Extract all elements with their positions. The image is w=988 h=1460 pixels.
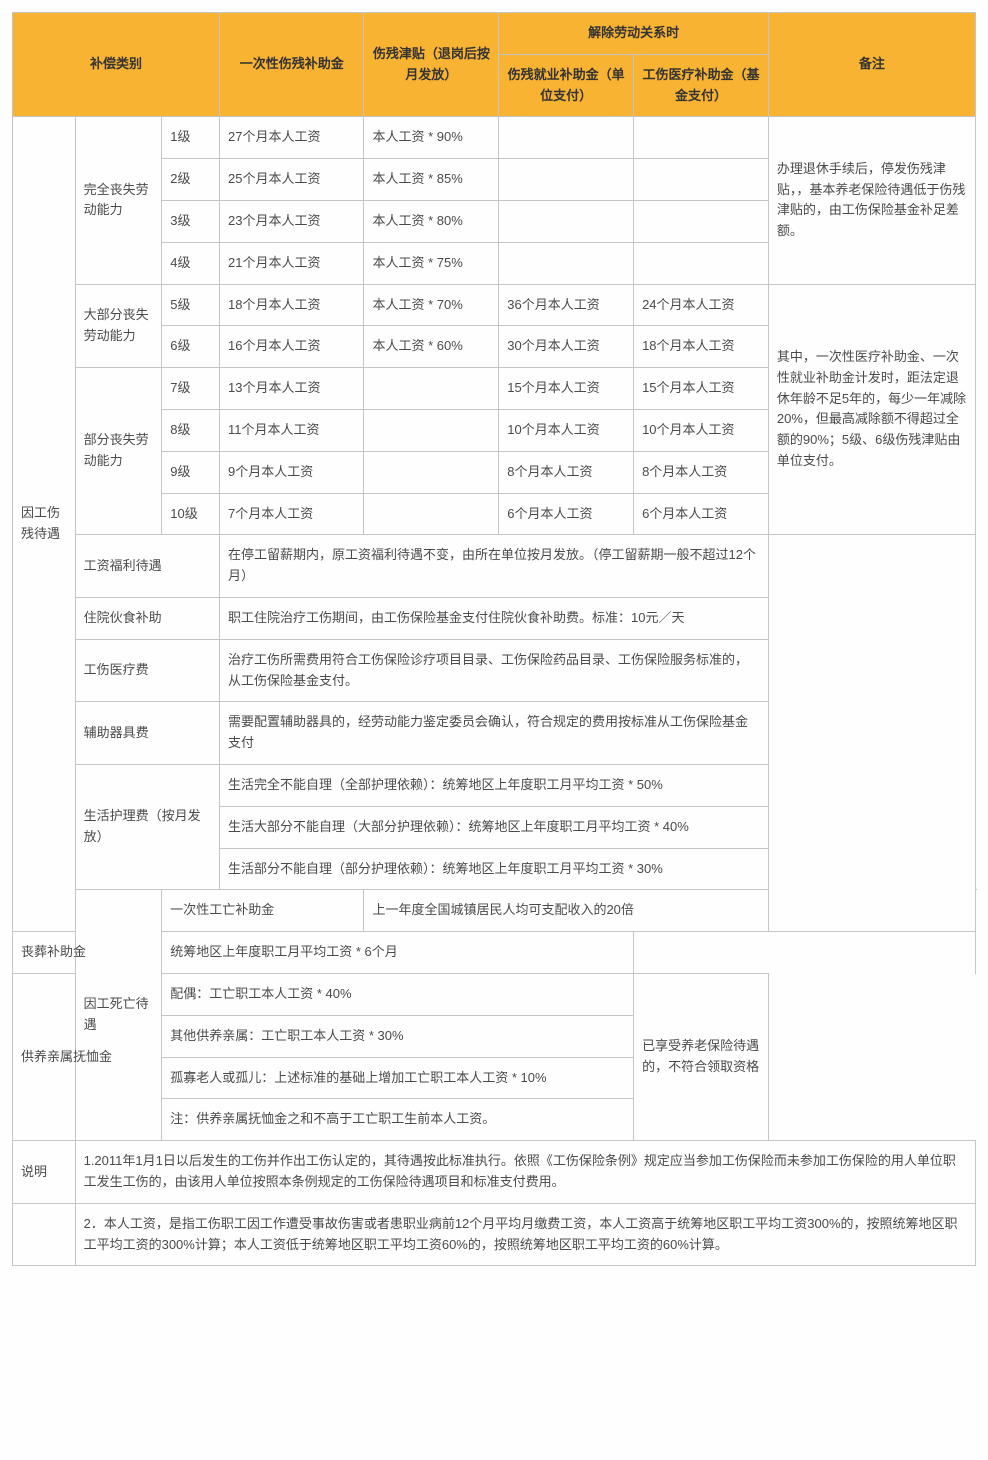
allow-1: 本人工资 * 90% [364, 117, 499, 159]
emp-6: 30个月本人工资 [499, 326, 634, 368]
level-1: 1级 [162, 117, 220, 159]
notes-label: 说明 [13, 1141, 76, 1204]
allow-5: 本人工资 * 70% [364, 284, 499, 326]
row-medical-fee-label: 工伤医疗费 [75, 639, 219, 702]
lump-2: 25个月本人工资 [220, 159, 364, 201]
table-row: 因工伤残待遇 完全丧失劳动能力 1级 27个月本人工资 本人工资 * 90% 办… [13, 117, 976, 159]
row-nursing-label: 生活护理费（按月发放） [75, 764, 219, 889]
emp-7: 15个月本人工资 [499, 368, 634, 410]
compensation-table: 补偿类别 一次性伤残补助金 伤残津贴（退岗后按月发放） 解除劳动关系时 备注 伤… [12, 12, 976, 1266]
cat-full-loss: 完全丧失劳动能力 [75, 117, 162, 284]
med-7: 15个月本人工资 [634, 368, 769, 410]
cat-partial-loss: 部分丧失劳动能力 [75, 368, 162, 535]
level-6: 6级 [162, 326, 220, 368]
row-hospital-food-label: 住院伙食补助 [75, 597, 219, 639]
level-3: 3级 [162, 200, 220, 242]
table-row: 供养亲属抚恤金 配偶：工亡职工本人工资 * 40% 已享受养老保险待遇的，不符合… [13, 973, 976, 1015]
emp-8: 10个月本人工资 [499, 409, 634, 451]
row-assist-device-label: 辅助器具费 [75, 702, 219, 765]
allow-6: 本人工资 * 60% [364, 326, 499, 368]
level-4: 4级 [162, 242, 220, 284]
level-8: 8级 [162, 409, 220, 451]
death-lump-label: 一次性工亡补助金 [162, 890, 364, 932]
level-5: 5级 [162, 284, 220, 326]
header-emp-subsidy: 伤残就业补助金（单位支付） [499, 54, 634, 117]
level-7: 7级 [162, 368, 220, 410]
med-6: 18个月本人工资 [634, 326, 769, 368]
lump-6: 16个月本人工资 [220, 326, 364, 368]
header-category: 补偿类别 [13, 13, 220, 117]
allow-4: 本人工资 * 75% [364, 242, 499, 284]
emp-5: 36个月本人工资 [499, 284, 634, 326]
med-10: 6个月本人工资 [634, 493, 769, 535]
row-medical-fee-text: 治疗工伤所需费用符合工伤保险诊疗项目目录、工伤保险药品目录、工伤保险服务标准的，… [220, 639, 769, 702]
lump-3: 23个月本人工资 [220, 200, 364, 242]
header-monthly-allowance: 伤残津贴（退岗后按月发放） [364, 13, 499, 117]
table-row: 工资福利待遇 在停工留薪期内，原工资福利待遇不变，由所在单位按月发放。（停工留薪… [13, 535, 976, 598]
row-nursing-b: 生活大部分不能自理（大部分护理依赖）：统筹地区上年度职工月平均工资 * 40% [220, 806, 769, 848]
table-row: 丧葬补助金 统筹地区上年度职工月平均工资 * 6个月 [13, 932, 976, 974]
row-salary-welfare-text: 在停工留薪期内，原工资福利待遇不变，由所在单位按月发放。（停工留薪期一般不超过1… [220, 535, 769, 598]
header-termination: 解除劳动关系时 [499, 13, 769, 55]
death-pension-d: 注：供养亲属抚恤金之和不高于工亡职工生前本人工资。 [162, 1099, 634, 1141]
section-disability: 因工伤残待遇 [13, 117, 76, 932]
death-lump-text: 上一年度全国城镇居民人均可支配收入的20倍 [364, 890, 975, 932]
row-nursing-a: 生活完全不能自理（全部护理依赖）：统筹地区上年度职工月平均工资 * 50% [220, 764, 769, 806]
level-9: 9级 [162, 451, 220, 493]
emp-10: 6个月本人工资 [499, 493, 634, 535]
lump-7: 13个月本人工资 [220, 368, 364, 410]
med-9: 8个月本人工资 [634, 451, 769, 493]
level-10: 10级 [162, 493, 220, 535]
header-lump-sum: 一次性伤残补助金 [220, 13, 364, 117]
allow-2: 本人工资 * 85% [364, 159, 499, 201]
remark-5-10: 其中，一次性医疗补助金、一次性就业补助金计发时，距法定退休年龄不足5年的，每少一… [768, 284, 975, 535]
level-2: 2级 [162, 159, 220, 201]
death-funeral-text: 统筹地区上年度职工月平均工资 * 6个月 [162, 932, 634, 974]
lump-4: 21个月本人工资 [220, 242, 364, 284]
row-assist-device-text: 需要配置辅助器具的，经劳动能力鉴定委员会确认，符合规定的费用按标准从工伤保险基金… [220, 702, 769, 765]
allow-3: 本人工资 * 80% [364, 200, 499, 242]
death-pension-c: 孤寡老人或孤儿：上述标准的基础上增加工亡职工本人工资 * 10% [162, 1057, 634, 1099]
remark-1-4: 办理退休手续后，停发伤残津贴，，基本养老保险待遇低于伤残津贴的，由工伤保险基金补… [768, 117, 975, 284]
lump-9: 9个月本人工资 [220, 451, 364, 493]
cat-most-loss: 大部分丧失劳动能力 [75, 284, 162, 368]
death-funeral-label: 丧葬补助金 [13, 932, 162, 974]
row-salary-welfare-label: 工资福利待遇 [75, 535, 219, 598]
note-1: 1.2011年1月1日以后发生的工伤并作出工伤认定的，其待遇按此标准执行。依照《… [75, 1141, 975, 1204]
row-nursing-c: 生活部分不能自理（部分护理依赖）：统筹地区上年度职工月平均工资 * 30% [220, 848, 769, 890]
table-row: 大部分丧失劳动能力 5级 18个月本人工资 本人工资 * 70% 36个月本人工… [13, 284, 976, 326]
lump-1: 27个月本人工资 [220, 117, 364, 159]
death-pension-a: 配偶：工亡职工本人工资 * 40% [162, 973, 634, 1015]
lump-8: 11个月本人工资 [220, 409, 364, 451]
table-row: 说明 1.2011年1月1日以后发生的工伤并作出工伤认定的，其待遇按此标准执行。… [13, 1141, 976, 1204]
table-row: 因工死亡待遇 一次性工亡补助金 上一年度全国城镇居民人均可支配收入的20倍 [13, 890, 976, 932]
header-med-subsidy: 工伤医疗补助金（基金支付） [634, 54, 769, 117]
row-hospital-food-text: 职工住院治疗工伤期间，由工伤保险基金支付住院伙食补助费。标准：10元／天 [220, 597, 769, 639]
header-remark: 备注 [768, 13, 975, 117]
med-8: 10个月本人工资 [634, 409, 769, 451]
note-2: 2．本人工资，是指工伤职工因工作遭受事故伤害或者患职业病前12个月平均月缴费工资… [75, 1203, 975, 1266]
death-pension-b: 其他供养亲属：工亡职工本人工资 * 30% [162, 1015, 634, 1057]
emp-9: 8个月本人工资 [499, 451, 634, 493]
lump-10: 7个月本人工资 [220, 493, 364, 535]
lump-5: 18个月本人工资 [220, 284, 364, 326]
med-5: 24个月本人工资 [634, 284, 769, 326]
death-pension-remark: 已享受养老保险待遇的，不符合领取资格 [634, 973, 769, 1140]
table-row: 2．本人工资，是指工伤职工因工作遭受事故伤害或者患职业病前12个月平均月缴费工资… [13, 1203, 976, 1266]
